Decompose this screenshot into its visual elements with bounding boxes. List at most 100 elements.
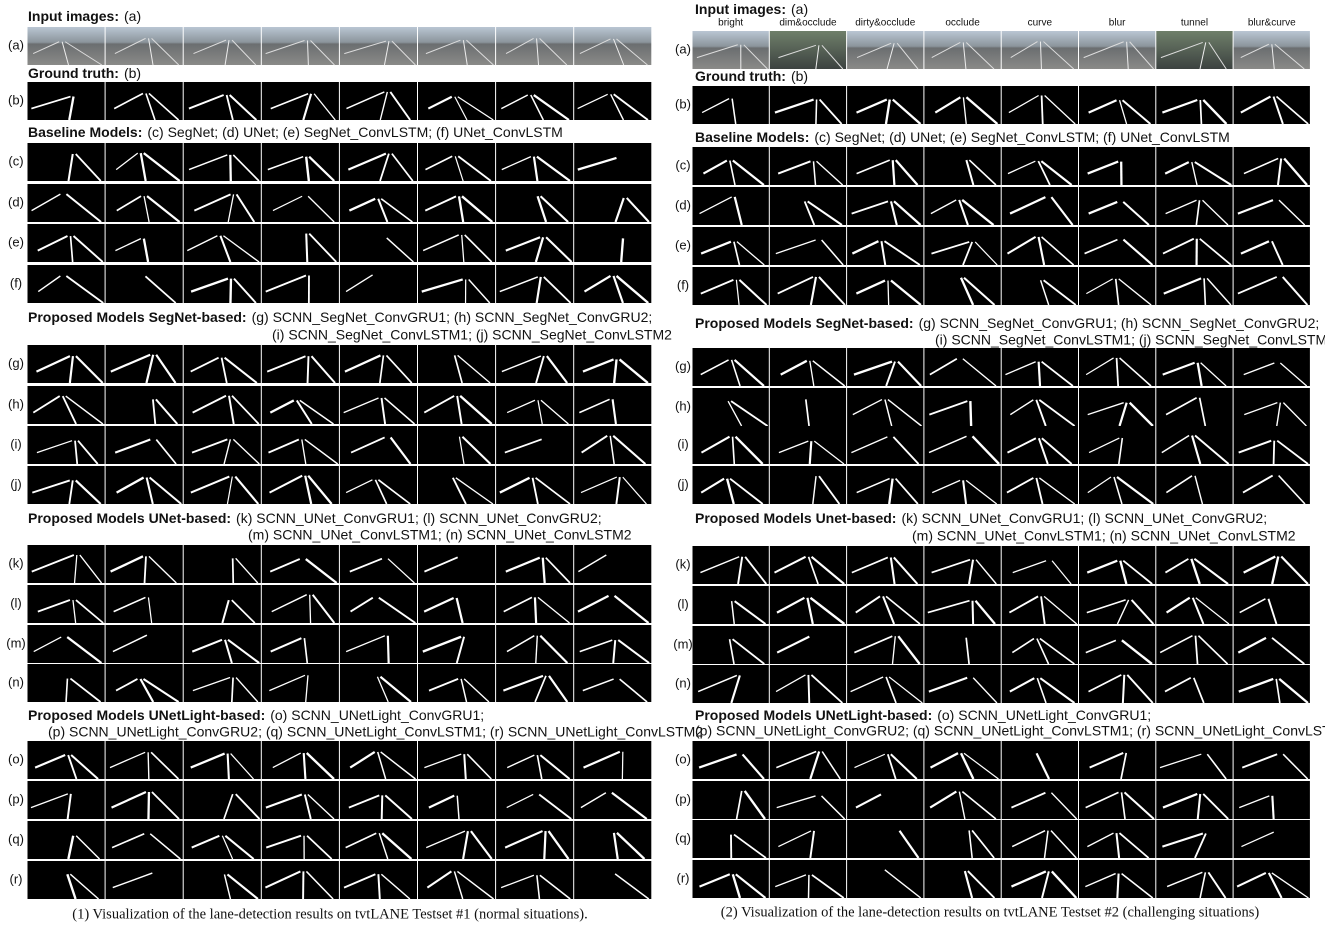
lane-map bbox=[106, 821, 183, 859]
section-description: (o) SCNN_UNetLight_ConvGRU1; bbox=[937, 707, 1151, 723]
lane-map bbox=[1002, 388, 1078, 426]
section-heading: Ground truth:(b) bbox=[695, 68, 808, 84]
lane-map bbox=[1156, 86, 1232, 124]
lane-map bbox=[184, 466, 261, 504]
row-label: (i) bbox=[677, 436, 689, 451]
tile-bg bbox=[1156, 466, 1232, 504]
lane-map bbox=[340, 585, 417, 623]
tile-bg bbox=[693, 31, 769, 69]
lane-line bbox=[306, 234, 307, 262]
lane-line bbox=[1117, 874, 1118, 898]
lane-map bbox=[262, 386, 339, 424]
lane-map bbox=[496, 184, 573, 222]
lane-map bbox=[340, 224, 417, 262]
tile-bg bbox=[496, 664, 573, 702]
lane-map bbox=[693, 741, 769, 779]
lane-map bbox=[847, 546, 923, 584]
tile-bg bbox=[1234, 31, 1310, 69]
section-title: Ground truth: bbox=[28, 65, 119, 81]
tile-bg bbox=[1234, 147, 1310, 185]
tile-bg bbox=[1156, 781, 1232, 819]
tile-bg bbox=[924, 227, 1000, 265]
input-image bbox=[924, 31, 1000, 69]
caption: (1) Visualization of the lane-detection … bbox=[72, 906, 587, 922]
tile-bg bbox=[184, 545, 261, 583]
input-image bbox=[28, 27, 105, 65]
tile-bg bbox=[106, 821, 183, 859]
lane-map bbox=[1079, 820, 1155, 858]
lane-map bbox=[496, 345, 573, 383]
lane-map bbox=[1079, 665, 1155, 703]
tile-bg bbox=[1002, 187, 1078, 225]
tile-bg bbox=[340, 741, 417, 779]
tile-bg bbox=[262, 664, 339, 702]
lane-map bbox=[1079, 348, 1155, 386]
lane-map bbox=[574, 781, 651, 819]
tile-bg bbox=[1234, 820, 1310, 858]
lane-map bbox=[496, 741, 573, 779]
tile-bg bbox=[28, 585, 105, 623]
lane-map bbox=[574, 861, 651, 899]
lane-map bbox=[184, 426, 261, 464]
lane-map bbox=[770, 665, 846, 703]
tile-bg bbox=[418, 27, 495, 65]
lane-line bbox=[1272, 796, 1273, 819]
lane-map bbox=[1234, 546, 1310, 584]
lane-map bbox=[262, 466, 339, 504]
lane-map bbox=[418, 585, 495, 623]
tile-bg bbox=[28, 466, 105, 504]
lane-map bbox=[1234, 466, 1310, 504]
lane-map bbox=[1002, 147, 1078, 185]
tile-bg bbox=[1156, 227, 1232, 265]
lane-map bbox=[924, 860, 1000, 898]
tile-bg bbox=[924, 665, 1000, 703]
tile-bg bbox=[262, 345, 339, 383]
lane-map bbox=[1079, 227, 1155, 265]
tile-bg bbox=[574, 625, 651, 663]
lane-map bbox=[924, 227, 1000, 265]
section-title: Proposed Models SegNet-based: bbox=[28, 309, 247, 325]
section-title: Proposed Models Unet-based: bbox=[695, 510, 896, 526]
tile-bg bbox=[184, 143, 261, 181]
tile-bg bbox=[924, 187, 1000, 225]
lane-map bbox=[1234, 626, 1310, 664]
lane-map bbox=[1156, 187, 1232, 225]
lane-map bbox=[184, 861, 261, 899]
lane-map bbox=[28, 861, 105, 899]
tile-bg bbox=[770, 546, 846, 584]
section-heading: Baseline Models:(c) SegNet; (d) UNet; (e… bbox=[695, 129, 1230, 145]
section-title: Baseline Models: bbox=[28, 124, 142, 140]
lane-map bbox=[184, 265, 261, 303]
tile-bg bbox=[184, 265, 261, 303]
lane-map bbox=[28, 545, 105, 583]
lane-map bbox=[693, 267, 769, 305]
tile-bg bbox=[1002, 86, 1078, 124]
lane-map bbox=[28, 741, 105, 779]
section-description: (k) SCNN_UNet_ConvGRU1; (l) SCNN_UNet_Co… bbox=[901, 510, 1267, 526]
tile-bg bbox=[847, 820, 923, 858]
row-label: (a) bbox=[8, 37, 24, 52]
lane-map bbox=[106, 625, 183, 663]
column-label: bright bbox=[718, 18, 743, 29]
section-description: (k) SCNN_UNet_ConvGRU1; (l) SCNN_UNet_Co… bbox=[236, 510, 602, 526]
tile-bg bbox=[574, 143, 651, 181]
lane-map bbox=[770, 626, 846, 664]
lane-map bbox=[1156, 586, 1232, 624]
tile-bg bbox=[1002, 860, 1078, 898]
lane-map bbox=[262, 224, 339, 262]
tile-bg bbox=[262, 625, 339, 663]
lane-map bbox=[496, 265, 573, 303]
lane-map bbox=[262, 426, 339, 464]
tile-bg bbox=[770, 348, 846, 386]
lane-map bbox=[28, 82, 105, 120]
lane-map bbox=[1079, 626, 1155, 664]
lane-map bbox=[924, 466, 1000, 504]
lane-map bbox=[184, 545, 261, 583]
row-label: (b) bbox=[8, 92, 24, 107]
lane-map bbox=[418, 184, 495, 222]
tile-bg bbox=[418, 821, 495, 859]
lane-map bbox=[1156, 267, 1232, 305]
row-label: (a) bbox=[675, 41, 691, 56]
tile-bg bbox=[1079, 147, 1155, 185]
tile-bg bbox=[770, 781, 846, 819]
